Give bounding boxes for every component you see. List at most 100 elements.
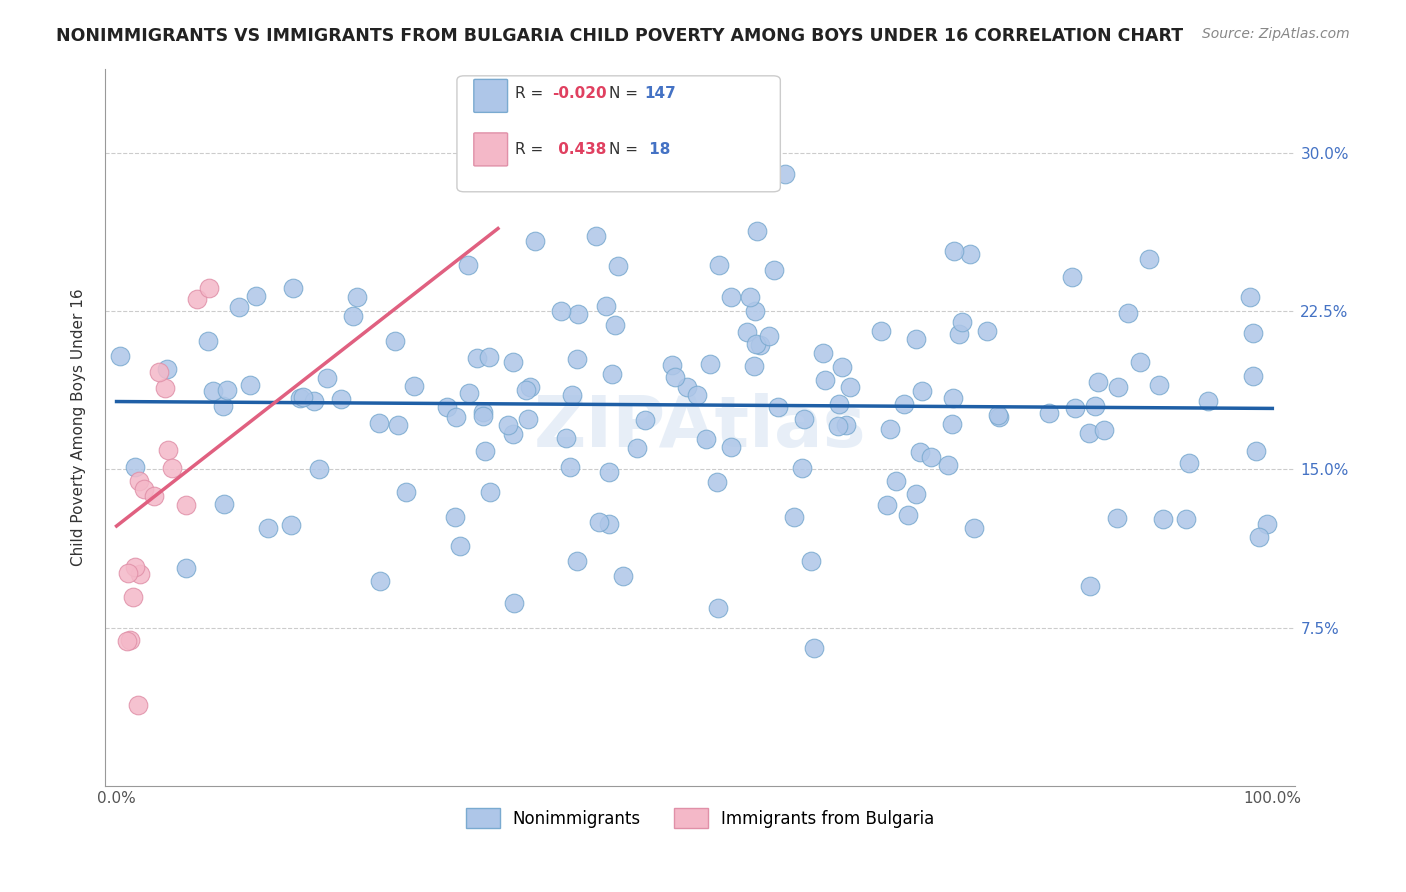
Point — [142, 489, 165, 503]
Point — [976, 324, 998, 338]
Point — [747, 224, 769, 238]
Point — [870, 324, 893, 338]
Point — [457, 258, 479, 272]
Text: 0.438: 0.438 — [553, 143, 606, 157]
Point — [395, 485, 418, 500]
Point — [676, 380, 699, 394]
Point — [198, 281, 221, 295]
Point — [987, 408, 1010, 422]
Point — [217, 383, 239, 397]
Point — [565, 554, 588, 568]
Point — [239, 377, 262, 392]
Point — [735, 325, 758, 339]
Point — [1239, 290, 1261, 304]
Point — [128, 567, 150, 582]
Point — [910, 445, 932, 459]
Point — [245, 289, 267, 303]
Point — [828, 397, 851, 411]
Point — [127, 698, 149, 712]
Text: 147: 147 — [644, 87, 676, 101]
Point — [800, 554, 823, 568]
Point — [567, 307, 589, 321]
Point — [174, 561, 197, 575]
Point — [783, 510, 806, 524]
Point — [763, 262, 786, 277]
Point — [1241, 369, 1264, 384]
Point — [496, 418, 519, 433]
Point — [706, 475, 728, 489]
Point — [831, 360, 853, 375]
Point — [174, 498, 197, 512]
Point — [695, 432, 717, 446]
Point — [1152, 512, 1174, 526]
Point — [115, 634, 138, 648]
Point — [606, 259, 628, 273]
Point — [561, 388, 583, 402]
Point — [803, 641, 825, 656]
Point — [467, 351, 489, 366]
Point — [156, 361, 179, 376]
Point — [893, 397, 915, 411]
Point — [370, 574, 392, 588]
Text: -0.020: -0.020 — [553, 87, 607, 101]
Point — [478, 485, 501, 500]
Point — [186, 292, 208, 306]
Point — [936, 458, 959, 472]
Point — [515, 383, 537, 397]
Point — [555, 431, 578, 445]
Point — [502, 596, 524, 610]
Point — [212, 399, 235, 413]
Point — [1147, 377, 1170, 392]
Point — [1107, 511, 1129, 525]
Text: ZIPAtlas: ZIPAtlas — [534, 392, 866, 462]
Point — [959, 246, 981, 260]
Point — [600, 368, 623, 382]
Point — [1197, 393, 1219, 408]
Point — [1247, 530, 1270, 544]
Point — [308, 462, 330, 476]
Point — [228, 300, 250, 314]
Point — [346, 290, 368, 304]
Point — [1118, 306, 1140, 320]
Point — [879, 421, 901, 435]
Point — [457, 385, 479, 400]
Point — [626, 441, 648, 455]
Point — [304, 393, 326, 408]
Point — [595, 299, 617, 313]
Point — [766, 401, 789, 415]
Point — [1107, 380, 1129, 394]
Point — [124, 460, 146, 475]
Point — [709, 258, 731, 272]
Point — [742, 359, 765, 373]
Point — [598, 516, 620, 531]
Point — [685, 387, 707, 401]
Point — [1244, 443, 1267, 458]
Point — [612, 569, 634, 583]
Point — [835, 418, 858, 433]
Point — [738, 289, 761, 303]
Point — [1174, 512, 1197, 526]
Point — [367, 417, 389, 431]
Point — [1084, 399, 1107, 413]
Point — [558, 459, 581, 474]
Point — [330, 392, 353, 406]
Point — [634, 413, 657, 427]
Point — [1129, 355, 1152, 369]
Text: N =: N = — [609, 87, 643, 101]
Point — [290, 391, 312, 405]
Point — [157, 443, 180, 458]
Point — [1078, 425, 1101, 440]
Point — [124, 560, 146, 574]
Point — [942, 244, 965, 258]
Point — [1038, 406, 1060, 420]
Point — [793, 412, 815, 426]
Point — [342, 309, 364, 323]
Point — [519, 380, 541, 394]
Point — [886, 474, 908, 488]
Text: Source: ZipAtlas.com: Source: ZipAtlas.com — [1202, 27, 1350, 41]
Point — [153, 381, 176, 395]
Point — [1060, 269, 1083, 284]
Point — [214, 497, 236, 511]
Point — [443, 509, 465, 524]
Point — [565, 352, 588, 367]
